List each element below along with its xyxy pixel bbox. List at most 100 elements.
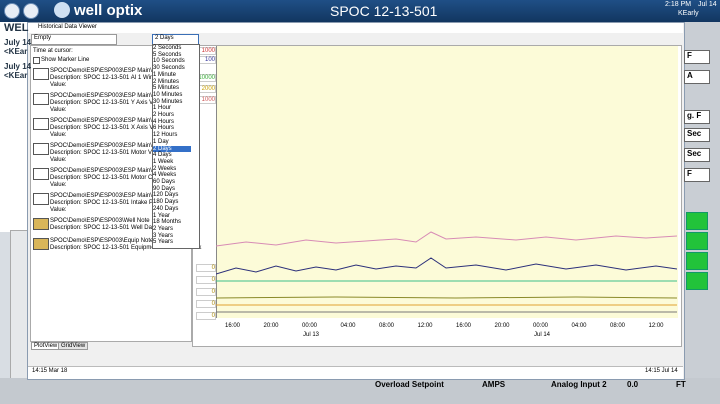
time-at-cursor: Time at cursor: bbox=[33, 48, 73, 54]
range-option[interactable]: 6 Hours bbox=[153, 125, 175, 132]
range-option[interactable]: 5 Seconds bbox=[153, 51, 182, 58]
range-option[interactable]: 1 Week bbox=[153, 158, 174, 165]
series-icon bbox=[33, 118, 49, 130]
series-description: Description: SPOC 12-13-501 Motor Voltag bbox=[50, 150, 165, 156]
x-tick-label: 20:00 bbox=[263, 323, 279, 329]
series-icon bbox=[33, 193, 49, 205]
trend-lines bbox=[216, 231, 677, 313]
note-description: Description: SPOC 12-13-501 Equipment Da… bbox=[50, 245, 202, 251]
series-path: SPOC\Demo\ESP\ESP003\ESP Main\PD\Dh bbox=[50, 93, 170, 99]
viewer-titlebar bbox=[28, 23, 683, 33]
range-option[interactable]: 2 Years bbox=[153, 225, 174, 232]
show-marker-label: Show Marker Line bbox=[41, 57, 90, 63]
range-option[interactable]: 10 Seconds bbox=[153, 58, 185, 65]
tab[interactable]: PlotView bbox=[31, 342, 61, 350]
status-bar bbox=[28, 366, 683, 379]
range-option[interactable]: 3 Years bbox=[153, 232, 174, 239]
series-value: Value: bbox=[50, 82, 67, 88]
range-option[interactable]: 1 Minute bbox=[153, 71, 177, 78]
series-description: Description: SPOC 12-13-501 Y Axis Vibra… bbox=[50, 100, 165, 106]
series-value: Value: bbox=[50, 157, 67, 163]
axis-zero-label: 0 bbox=[196, 276, 216, 284]
series-path: SPOC\Demo\ESP\ESP003\ESP Main\PD\Dh bbox=[50, 118, 170, 124]
trend-navy bbox=[216, 257, 677, 275]
range-option[interactable]: 18 Months bbox=[153, 219, 182, 226]
range-option[interactable]: 60 Days bbox=[153, 179, 176, 185]
range-option[interactable]: 2 Minutes bbox=[153, 78, 180, 85]
back-button[interactable] bbox=[4, 3, 20, 19]
tab[interactable]: GridView bbox=[58, 342, 89, 350]
filter-dropdown[interactable] bbox=[31, 34, 117, 45]
x-tick-label: 04:00 bbox=[340, 323, 356, 329]
x-tick-label: 08:00 bbox=[379, 323, 395, 329]
series-path: SPOC\Demo\ESP\ESP003\ESP Main\PD\Dh bbox=[50, 168, 170, 174]
range-option[interactable]: 90 Days bbox=[153, 185, 176, 192]
x-tick-label: 08:00 bbox=[610, 323, 626, 329]
axis-zero-label: 0 bbox=[196, 300, 216, 308]
filter-value: Empty bbox=[34, 35, 52, 41]
viewer-title: Historical Data Viewer bbox=[38, 24, 97, 30]
series-icon bbox=[33, 143, 49, 155]
series-icon bbox=[33, 93, 49, 105]
series-value: Value: bbox=[50, 132, 67, 138]
range-option[interactable]: 2 Hours bbox=[153, 112, 175, 118]
series-value: Value: bbox=[50, 207, 67, 213]
bg-right-box: g. F bbox=[684, 110, 710, 124]
bg-left-text: July 14 bbox=[4, 62, 32, 71]
range-option[interactable]: 4 Days bbox=[153, 152, 172, 159]
bg-bottom-text: FT bbox=[676, 380, 686, 389]
range-option[interactable]: 2 Days bbox=[153, 145, 191, 153]
bg-bottom-text: Overload Setpoint bbox=[375, 380, 444, 389]
range-option[interactable]: 30 Minutes bbox=[153, 98, 183, 105]
range-option[interactable]: 2 Seconds bbox=[153, 45, 182, 51]
bg-right-box: A bbox=[684, 70, 710, 84]
bg-right-box: F bbox=[684, 168, 710, 182]
range-option[interactable]: 2 Weeks bbox=[153, 165, 177, 172]
range-option[interactable]: 4 Weeks bbox=[153, 172, 177, 179]
bg-right-box: Sec bbox=[684, 128, 710, 142]
user: KEarly bbox=[678, 10, 699, 17]
x-tick-label: 12:00 bbox=[417, 323, 433, 329]
range-option[interactable]: 5 Minutes bbox=[153, 85, 180, 92]
bg-right-box: Sec bbox=[684, 148, 710, 162]
series-icon bbox=[33, 168, 49, 180]
series-description: Description: SPOC 12-13-501 Intake Press bbox=[50, 200, 165, 206]
range-option[interactable]: 120 Days bbox=[153, 192, 179, 199]
range-option[interactable]: 12 Hours bbox=[153, 132, 178, 139]
bg-bottom-text: Analog Input 2 bbox=[551, 380, 607, 389]
range-option[interactable]: 1 Hour bbox=[153, 105, 172, 112]
bg-bottom-text: 0.0 bbox=[627, 380, 639, 389]
brand: well optix bbox=[74, 2, 143, 19]
bg-green-indicator bbox=[686, 252, 708, 270]
note-path: SPOC\Demo\ESP\ESP003\Equip Notebook bbox=[50, 238, 167, 244]
series-icon bbox=[33, 68, 49, 80]
bg-left-text: <KEar bbox=[4, 47, 28, 56]
range-option[interactable]: 180 Days bbox=[153, 199, 179, 206]
x-tick-label: 16:00 bbox=[225, 323, 241, 329]
x-tick-label: 12:00 bbox=[648, 323, 664, 329]
range-option[interactable]: 4 Hours bbox=[153, 118, 175, 125]
forward-button[interactable] bbox=[23, 3, 39, 19]
range-option[interactable]: 5 Years bbox=[153, 239, 174, 246]
range-option[interactable]: 1 Year bbox=[153, 212, 171, 219]
series-path: SPOC\Demo\ESP\ESP003\ESP Main\PD\Dh bbox=[50, 193, 170, 199]
series-path: SPOC\Demo\ESP\ESP003\ESP Main\PD\Dh bbox=[50, 143, 170, 149]
axis-zero-label: 0 bbox=[196, 288, 216, 296]
x-tick-label: 20:00 bbox=[494, 323, 510, 329]
marker-checkbox[interactable] bbox=[33, 57, 40, 64]
series-description: Description: SPOC 12-13-501 AI 1 Winding bbox=[50, 75, 165, 81]
x-tick-label: 04:00 bbox=[571, 323, 587, 329]
bg-right-box: F bbox=[684, 50, 710, 64]
series-path: SPOC\Demo\ESP\ESP003\ESP Main\PD\Dh bbox=[50, 68, 170, 74]
bg-left-text: July 14 bbox=[4, 38, 32, 47]
range-option[interactable]: 1 Day bbox=[153, 138, 169, 145]
range-option[interactable]: 30 Seconds bbox=[153, 65, 185, 72]
logo-icon bbox=[54, 2, 70, 18]
bg-left-text: WEL bbox=[4, 22, 29, 34]
series-value: Value: bbox=[50, 107, 67, 113]
range-option[interactable]: 240 Days bbox=[153, 205, 179, 212]
bg-green-indicator bbox=[686, 212, 708, 230]
range-option[interactable]: 10 Minutes bbox=[153, 91, 183, 98]
